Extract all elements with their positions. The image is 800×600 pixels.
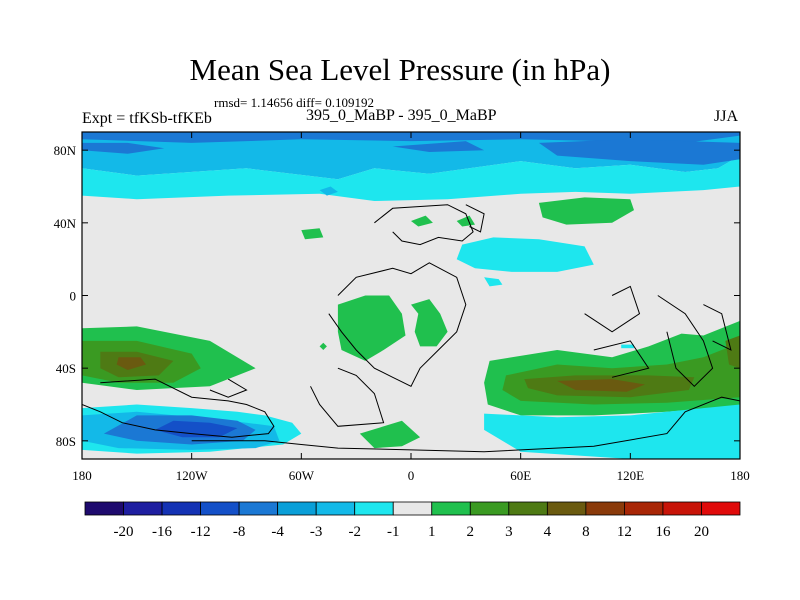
colorbar-label: -12 bbox=[191, 524, 211, 540]
contour-region-4 bbox=[82, 142, 165, 154]
colorbar: -20 -16 -12 -8 -4 -3 -2 -1 1 2 3 4 8 12 16 20 bbox=[84, 501, 741, 540]
land-outline-10 bbox=[657, 295, 714, 388]
contour-region-17 bbox=[319, 342, 327, 350]
y-tick-label: 40N bbox=[54, 216, 77, 231]
colorbar-box bbox=[546, 501, 587, 516]
colorbar-box bbox=[469, 501, 510, 516]
x-tick-label: 120E bbox=[617, 468, 645, 483]
x-tick-label: 0 bbox=[408, 468, 415, 483]
contour-region-16 bbox=[411, 299, 448, 347]
experiment-label: Expt = tfKSb-tfKEb bbox=[82, 110, 212, 127]
contour-region-27 bbox=[557, 379, 645, 392]
contour-region-32 bbox=[155, 420, 238, 438]
colorbar-label: -20 bbox=[114, 524, 134, 540]
colorbar-box bbox=[238, 501, 279, 516]
land-outline-1 bbox=[82, 378, 275, 438]
land-outline-7 bbox=[209, 378, 248, 398]
contour-region-6 bbox=[392, 141, 485, 152]
x-tick-label: 180 bbox=[730, 468, 750, 483]
colorbar-box bbox=[662, 501, 702, 516]
x-tick-label: 120W bbox=[176, 468, 209, 483]
contour-region-29 bbox=[484, 404, 740, 459]
x-tick-label: 180 bbox=[72, 468, 92, 483]
contour-region-12 bbox=[301, 228, 324, 240]
stats-label: rmsd= 1.14656 diff= 0.109192 bbox=[214, 95, 374, 110]
colorbar-box bbox=[354, 501, 394, 516]
x-tick-label: 60E bbox=[510, 468, 531, 483]
contour-region-9 bbox=[484, 277, 503, 287]
subtitle-label: 395_0_MaBP - 395_0_MaBP bbox=[306, 107, 497, 124]
colorbar-box bbox=[161, 501, 201, 516]
colorbar-box bbox=[392, 501, 433, 516]
land-outline-3 bbox=[374, 204, 474, 246]
contour-region-26 bbox=[116, 357, 146, 370]
land-outline-9 bbox=[593, 340, 650, 378]
contour-region-7 bbox=[319, 186, 338, 196]
colorbar-box bbox=[585, 501, 625, 516]
land-outline-5 bbox=[328, 262, 467, 387]
land-outline-11 bbox=[703, 304, 732, 351]
colorbar-box bbox=[84, 501, 124, 516]
contour-region-13 bbox=[411, 215, 433, 227]
colorbar-box bbox=[624, 501, 664, 516]
contour-region-10 bbox=[621, 344, 634, 349]
season-label: JJA bbox=[714, 108, 739, 125]
colorbar-label: 4 bbox=[544, 524, 552, 540]
colorbar-label: 16 bbox=[655, 524, 671, 540]
colorbar-label: 3 bbox=[505, 524, 513, 540]
land-outline-6 bbox=[310, 367, 385, 427]
colorbar-label: 1 bbox=[428, 524, 436, 540]
y-tick-label: 80S bbox=[56, 434, 76, 449]
colorbar-label: -16 bbox=[152, 524, 172, 540]
colorbar-label: 8 bbox=[582, 524, 590, 540]
colorbar-box bbox=[315, 501, 356, 516]
contour-region-15 bbox=[337, 295, 406, 361]
colorbar-label: -2 bbox=[348, 524, 361, 540]
colorbar-box bbox=[277, 501, 317, 516]
chart-title: Mean Sea Level Pressure (in hPa) bbox=[189, 52, 611, 87]
y-tick-label: 40S bbox=[56, 361, 76, 376]
colorbar-label: -4 bbox=[271, 524, 284, 540]
colorbar-label: 2 bbox=[467, 524, 475, 540]
colorbar-label: -8 bbox=[233, 524, 246, 540]
axes: 180 120W 60W 0 60E 120E 180 80N 40N 0 40S 80S bbox=[54, 132, 750, 483]
colorbar-box bbox=[431, 501, 471, 516]
land-outline-8 bbox=[584, 285, 641, 333]
colorbar-label: 12 bbox=[617, 524, 632, 540]
colorbar-box bbox=[200, 501, 240, 516]
contour-region-8 bbox=[456, 237, 594, 272]
contour-regions bbox=[82, 132, 740, 459]
colorbar-box bbox=[508, 501, 548, 516]
colorbar-label: -1 bbox=[387, 524, 400, 540]
colorbar-label: 20 bbox=[694, 524, 709, 540]
land-outline-4 bbox=[465, 204, 485, 233]
contour-region-2 bbox=[82, 155, 740, 201]
contour-region-19 bbox=[359, 420, 421, 449]
contour-region-11 bbox=[538, 197, 634, 225]
land-outlines bbox=[82, 204, 740, 453]
y-tick-label: 0 bbox=[70, 289, 77, 304]
contour-region-5 bbox=[538, 139, 740, 165]
contour-region-14 bbox=[456, 215, 475, 227]
land-outline-2 bbox=[191, 396, 740, 453]
y-tick-label: 80N bbox=[54, 143, 77, 158]
colorbar-box bbox=[123, 501, 163, 516]
x-tick-label: 60W bbox=[289, 468, 315, 483]
colorbar-box bbox=[701, 501, 741, 516]
colorbar-label: -3 bbox=[310, 524, 323, 540]
